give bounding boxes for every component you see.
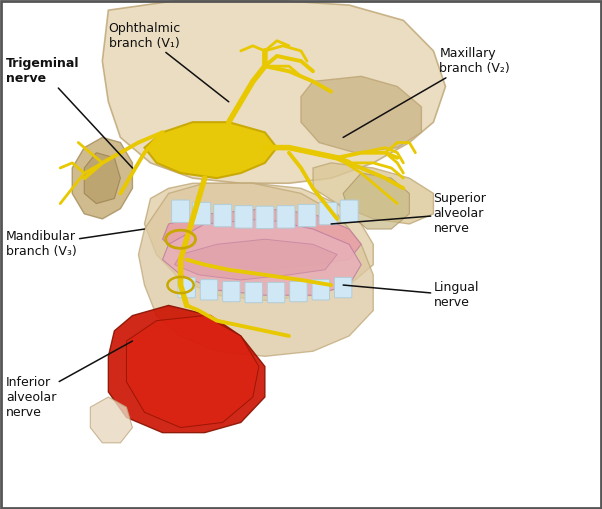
FancyBboxPatch shape — [340, 200, 358, 222]
FancyBboxPatch shape — [256, 206, 274, 229]
FancyBboxPatch shape — [290, 281, 307, 302]
FancyBboxPatch shape — [298, 204, 316, 227]
Polygon shape — [301, 76, 421, 153]
FancyBboxPatch shape — [277, 206, 295, 228]
Polygon shape — [144, 122, 277, 178]
Text: Inferior
alveolar
nerve: Inferior alveolar nerve — [6, 341, 132, 418]
FancyBboxPatch shape — [267, 282, 285, 303]
FancyBboxPatch shape — [319, 203, 337, 225]
FancyBboxPatch shape — [214, 204, 232, 227]
Polygon shape — [72, 137, 132, 219]
Text: Ophthalmic
branch (V₁): Ophthalmic branch (V₁) — [108, 21, 229, 102]
FancyBboxPatch shape — [235, 206, 253, 228]
Text: Maxillary
branch (V₂): Maxillary branch (V₂) — [343, 47, 510, 137]
Text: Lingual
nerve: Lingual nerve — [343, 281, 479, 309]
FancyBboxPatch shape — [178, 277, 195, 298]
FancyBboxPatch shape — [200, 279, 218, 300]
Polygon shape — [108, 305, 265, 433]
Polygon shape — [138, 183, 373, 356]
Polygon shape — [343, 173, 409, 229]
Polygon shape — [163, 219, 361, 295]
FancyBboxPatch shape — [312, 279, 329, 300]
FancyBboxPatch shape — [245, 282, 262, 303]
Polygon shape — [144, 183, 373, 300]
Text: Superior
alveolar
nerve: Superior alveolar nerve — [331, 192, 486, 235]
Text: Mandibular
branch (V₃): Mandibular branch (V₃) — [6, 229, 144, 259]
Polygon shape — [90, 397, 132, 443]
FancyBboxPatch shape — [335, 277, 352, 298]
Polygon shape — [175, 239, 337, 280]
Text: Trigeminal
nerve: Trigeminal nerve — [6, 57, 132, 168]
FancyBboxPatch shape — [223, 281, 240, 302]
FancyBboxPatch shape — [193, 203, 211, 225]
FancyBboxPatch shape — [172, 200, 190, 222]
Polygon shape — [163, 209, 361, 270]
Polygon shape — [313, 163, 433, 224]
Polygon shape — [102, 0, 445, 183]
Polygon shape — [84, 153, 120, 204]
Polygon shape — [126, 316, 259, 428]
